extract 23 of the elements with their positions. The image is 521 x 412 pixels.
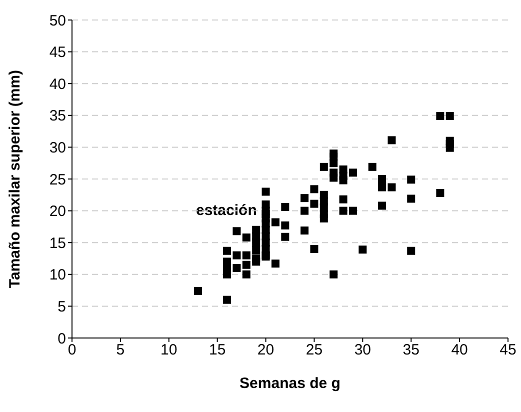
y-tick-label: 5 bbox=[58, 298, 66, 316]
x-tick-label: 10 bbox=[160, 342, 178, 359]
y-tick-label: 35 bbox=[49, 108, 66, 125]
y-tick-label: 20 bbox=[49, 203, 66, 220]
y-tick-label: 0 bbox=[58, 330, 66, 348]
y-tick-label: 10 bbox=[49, 266, 66, 284]
y-tick-label: 15 bbox=[49, 234, 66, 252]
x-tick-label: 25 bbox=[306, 342, 323, 359]
y-tick-label: 40 bbox=[49, 76, 66, 93]
y-tick-label: 30 bbox=[49, 140, 66, 157]
x-tick-label: 30 bbox=[354, 342, 372, 359]
y-tick-label: 50 bbox=[49, 12, 66, 30]
x-tick-label: 45 bbox=[500, 342, 516, 359]
y-axis-title: Tamaño maxilar superior (mm) bbox=[6, 70, 24, 288]
x-tick-label: 40 bbox=[451, 342, 468, 359]
x-tick-label: 35 bbox=[402, 342, 420, 359]
annotation: estación bbox=[196, 202, 257, 219]
y-tick-label: 25 bbox=[49, 171, 66, 188]
x-tick-label: 15 bbox=[208, 342, 226, 359]
x-tick-label: 20 bbox=[257, 342, 274, 359]
y-tick-label: 45 bbox=[49, 44, 66, 62]
x-tick-label: 5 bbox=[116, 342, 125, 359]
x-axis-title: Semanas de g bbox=[240, 375, 340, 392]
